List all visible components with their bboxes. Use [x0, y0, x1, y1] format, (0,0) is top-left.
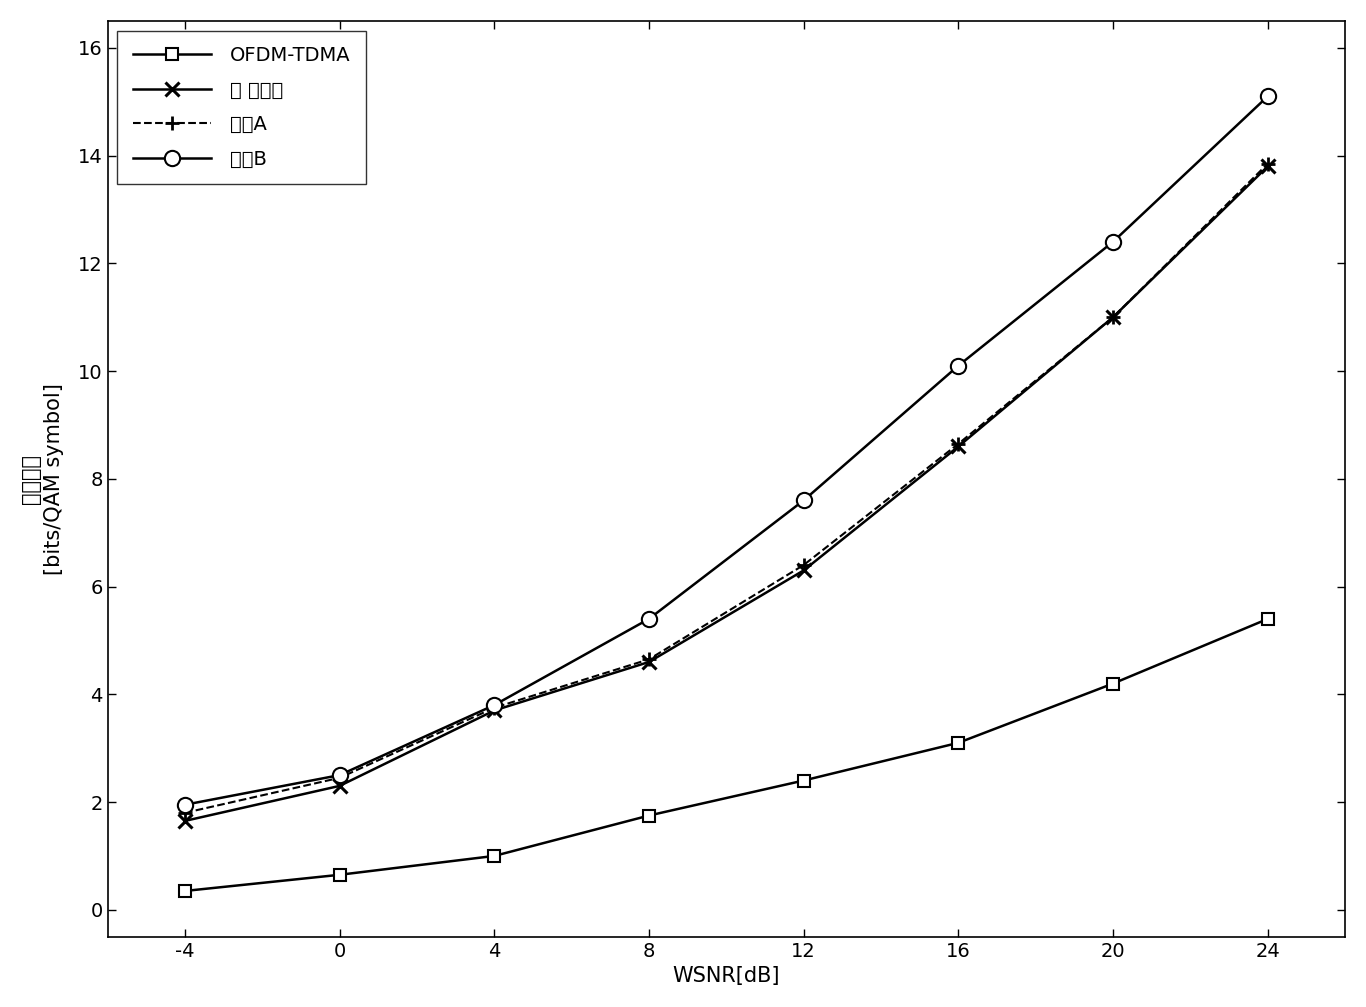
Legend: OFDM-TDMA, 随 机分配, 方法A, 方法B: OFDM-TDMA, 随 机分配, 方法A, 方法B — [117, 30, 366, 184]
随 机分配 — [1105, 311, 1121, 323]
随 机分配 — [951, 440, 967, 452]
OFDM-TDMA — [641, 810, 657, 822]
OFDM-TDMA — [1105, 678, 1121, 690]
Y-axis label: 频谱效率
[bits/QAM symbol]: 频谱效率 [bits/QAM symbol] — [20, 383, 64, 575]
方法B — [332, 769, 348, 781]
方法B — [176, 799, 193, 811]
方法A — [795, 559, 811, 571]
OFDM-TDMA — [176, 885, 193, 897]
Line: OFDM-TDMA: OFDM-TDMA — [179, 612, 1274, 897]
方法A — [1105, 311, 1121, 323]
方法B — [795, 494, 811, 507]
方法B — [486, 699, 503, 711]
方法B — [1105, 236, 1121, 248]
随 机分配 — [332, 779, 348, 792]
Line: 方法A: 方法A — [178, 157, 1274, 820]
方法A — [176, 807, 193, 819]
方法B — [641, 613, 657, 625]
方法B — [951, 359, 967, 372]
随 机分配 — [486, 705, 503, 717]
OFDM-TDMA — [486, 850, 503, 862]
方法A — [951, 438, 967, 450]
随 机分配 — [1259, 160, 1276, 172]
OFDM-TDMA — [795, 774, 811, 786]
OFDM-TDMA — [332, 869, 348, 881]
随 机分配 — [176, 815, 193, 827]
方法A — [1259, 157, 1276, 169]
Line: 方法B: 方法B — [178, 89, 1276, 813]
随 机分配 — [641, 656, 657, 668]
方法A — [332, 771, 348, 783]
OFDM-TDMA — [951, 737, 967, 749]
方法B — [1259, 91, 1276, 103]
OFDM-TDMA — [1259, 613, 1276, 625]
随 机分配 — [795, 564, 811, 576]
X-axis label: WSNR[dB]: WSNR[dB] — [672, 966, 780, 986]
方法A — [641, 654, 657, 666]
方法A — [486, 702, 503, 714]
Line: 随 机分配: 随 机分配 — [178, 159, 1274, 828]
